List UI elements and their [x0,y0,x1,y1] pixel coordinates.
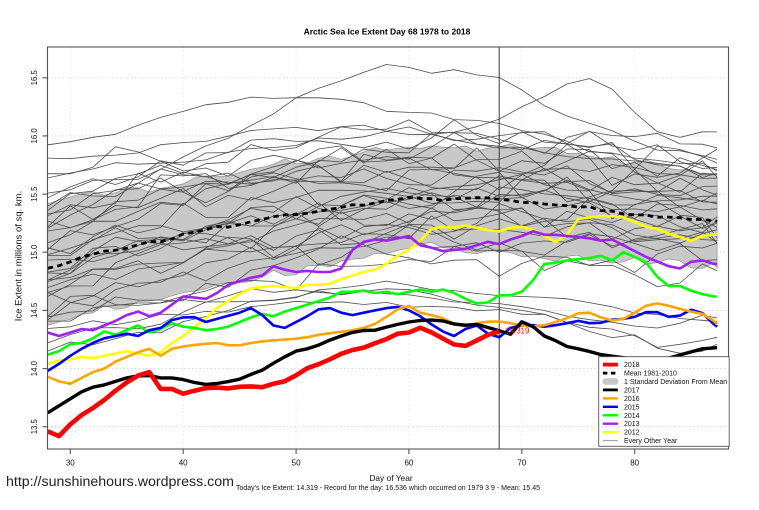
svg-text:Arctic Sea Ice Extent Day 68 1: Arctic Sea Ice Extent Day 68 1978 to 201… [304,27,471,37]
svg-text:50: 50 [292,458,301,467]
svg-text:14.0: 14.0 [30,360,39,376]
svg-text:Today's Ice Extent: 14.319 -: Today's Ice Extent: 14.319 - Record for … [236,485,540,492]
svg-text:2018: 2018 [624,362,640,369]
svg-text:70: 70 [517,458,526,467]
svg-text:40: 40 [179,458,188,467]
svg-text:Ice Extent in millions of sq.: Ice Extent in millions of sq. km. [14,191,25,321]
svg-text:http://sunshinehours.wordpress: http://sunshinehours.wordpress.com [6,474,234,490]
svg-text:2013: 2013 [624,421,640,428]
svg-text:2012: 2012 [624,430,640,437]
svg-text:14.319: 14.319 [506,327,530,336]
svg-text:2016: 2016 [624,396,640,403]
svg-text:2015: 2015 [624,404,640,411]
svg-text:30: 30 [66,458,75,467]
svg-text:15.5: 15.5 [30,186,39,202]
svg-text:Mean 1981-2010: Mean 1981-2010 [624,371,677,378]
svg-text:16.0: 16.0 [30,128,39,144]
svg-text:1 Standard Deviation From Mean: 1 Standard Deviation From Mean [624,379,727,386]
svg-text:16.5: 16.5 [30,70,39,86]
svg-text:14.5: 14.5 [30,302,39,318]
svg-text:2014: 2014 [624,413,640,420]
svg-text:13.5: 13.5 [30,418,39,434]
svg-text:Day of Year: Day of Year [369,473,413,483]
svg-text:2017: 2017 [624,387,640,394]
svg-text:60: 60 [404,458,413,467]
svg-text:15.0: 15.0 [30,244,39,260]
svg-text:80: 80 [630,458,639,467]
svg-text:Every Other Year: Every Other Year [624,438,678,445]
